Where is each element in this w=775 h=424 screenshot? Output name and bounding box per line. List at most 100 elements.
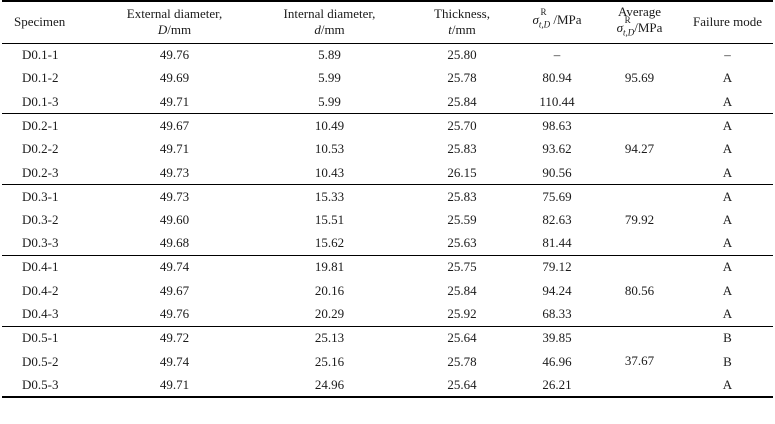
cell-external: 49.67 [159, 282, 190, 298]
cell-internal: 25.16 [314, 353, 345, 369]
cell-thickness: 25.64 [407, 373, 517, 398]
cell-sigma: 46.96 [542, 353, 572, 369]
cell-internal: 25.13 [314, 330, 345, 346]
cell-external: 49.68 [97, 231, 252, 256]
cell-failure: A [722, 211, 733, 227]
table-row: D0.1-3 49.71 5.99 25.84 110.44 A [2, 90, 773, 115]
table-row: D0.4-2 49.67 20.16 25.84 94.24 A [2, 279, 773, 303]
cell-thickness: 25.84 [447, 282, 477, 298]
cell-failure: B [723, 353, 732, 369]
cell-failure: A [722, 70, 733, 86]
cell-thickness: 25.84 [407, 90, 517, 115]
cell-internal: 10.53 [314, 141, 345, 157]
cell-external: 49.72 [159, 330, 190, 346]
cell-thickness: 25.70 [447, 117, 477, 133]
cell-specimen: D0.5-3 [2, 373, 97, 398]
cell-failure: A [722, 282, 733, 298]
table-row: D0.5-3 49.71 24.96 25.64 26.21 A [2, 373, 773, 398]
cell-failure: A [682, 90, 773, 115]
table-row: D0.1-1 49.76 5.89 25.80 – 95.69 – [2, 43, 773, 115]
cell-thickness: 25.83 [447, 141, 477, 157]
cell-sigma: 93.62 [542, 141, 572, 157]
header-row: Specimen External diameter, D/mm Interna… [2, 1, 773, 43]
header-specimen: Specimen [14, 14, 66, 30]
cell-thickness: 26.15 [407, 160, 517, 186]
cell-thickness: 25.78 [447, 353, 477, 369]
cell-failure: A [682, 231, 773, 256]
header-external-label: External diameter, [126, 6, 223, 22]
table-row: D0.2-1 49.67 10.49 25.70 98.63 94.27 A [2, 113, 773, 186]
table-row: D0.1-2 49.69 5.99 25.78 80.94 A [2, 67, 773, 91]
table-row: D0.3-3 49.68 15.62 25.63 81.44 A [2, 231, 773, 256]
cell-external: 49.60 [159, 211, 190, 227]
header-internal-symbol: d [314, 22, 321, 38]
cell-sigma: 81.44 [517, 231, 597, 256]
cell-failure: A [722, 259, 733, 275]
cell-internal: 20.29 [252, 302, 407, 327]
cell-specimen: D0.4-2 [22, 282, 59, 298]
header-internal-unit: /mm [320, 22, 345, 38]
cell-specimen: D0.3-1 [22, 188, 59, 204]
cell-average: 94.27 [597, 113, 682, 186]
cell-specimen: D0.1-2 [22, 70, 59, 86]
cell-specimen: D0.4-1 [22, 259, 59, 275]
table-row: D0.4-1 49.74 19.81 25.75 79.12 80.56 A [2, 255, 773, 327]
cell-thickness: 25.92 [407, 302, 517, 327]
header-failure-mode: Failure mode [693, 14, 762, 30]
table-row: D0.2-3 49.73 10.43 26.15 90.56 A [2, 160, 773, 186]
table-row: D0.4-3 49.76 20.29 25.92 68.33 A [2, 302, 773, 327]
cell-thickness: 25.64 [447, 330, 477, 346]
cell-failure: – [724, 47, 731, 63]
header-external-symbol: D [157, 22, 168, 38]
cell-external: 49.71 [97, 373, 252, 398]
cell-specimen: D0.4-3 [2, 302, 97, 327]
cell-internal: 5.99 [252, 90, 407, 115]
cell-internal: 19.81 [314, 259, 345, 275]
cell-internal: 5.89 [318, 47, 341, 63]
cell-thickness: 25.75 [447, 259, 477, 275]
results-table: Specimen External diameter, D/mm Interna… [2, 0, 773, 398]
cell-failure: A [682, 373, 773, 398]
table-row: D0.5-2 49.74 25.16 25.78 46.96 B [2, 350, 773, 374]
cell-sigma: – [553, 47, 561, 63]
cell-failure: A [722, 188, 733, 204]
cell-thickness: 25.83 [447, 188, 477, 204]
cell-specimen: D0.1-3 [2, 90, 97, 115]
cell-internal: 24.96 [252, 373, 407, 398]
cell-specimen: D0.2-1 [22, 117, 59, 133]
header-average-unit: /MPa [634, 19, 663, 35]
cell-external: 49.76 [159, 47, 190, 63]
cell-external: 49.76 [97, 302, 252, 327]
cell-specimen: D0.2-2 [22, 141, 59, 157]
cell-thickness: 25.59 [447, 211, 477, 227]
cell-internal: 5.99 [318, 70, 341, 86]
cell-external: 49.74 [159, 353, 190, 369]
cell-sigma: 98.63 [542, 117, 572, 133]
cell-external: 49.74 [159, 259, 190, 275]
cell-external: 49.73 [159, 188, 190, 204]
cell-thickness: 25.63 [407, 231, 517, 256]
cell-failure: A [682, 302, 773, 327]
cell-specimen: D0.3-2 [22, 211, 59, 227]
cell-failure: A [722, 117, 733, 133]
cell-sigma: 79.12 [542, 259, 572, 275]
cell-sigma: 80.94 [542, 70, 572, 86]
cell-external: 49.71 [97, 90, 252, 115]
cell-average: 79.92 [597, 184, 682, 256]
cell-sigma: 75.69 [542, 188, 572, 204]
table-row: D0.3-2 49.60 15.51 25.59 82.63 A [2, 208, 773, 232]
cell-internal: 20.16 [314, 282, 345, 298]
header-internal-diameter: Internal diameter, d/mm [252, 1, 407, 43]
cell-sigma: 110.44 [517, 90, 597, 115]
cell-average: 80.56 [597, 255, 682, 327]
header-thickness-symbol: t [448, 22, 452, 38]
header-external-unit: /mm [167, 22, 192, 38]
cell-internal: 15.33 [314, 188, 345, 204]
cell-internal: 15.62 [252, 231, 407, 256]
table-body: D0.1-1 49.76 5.89 25.80 – 95.69 – D0.1-2… [2, 43, 773, 398]
cell-sigma: 94.24 [542, 282, 572, 298]
